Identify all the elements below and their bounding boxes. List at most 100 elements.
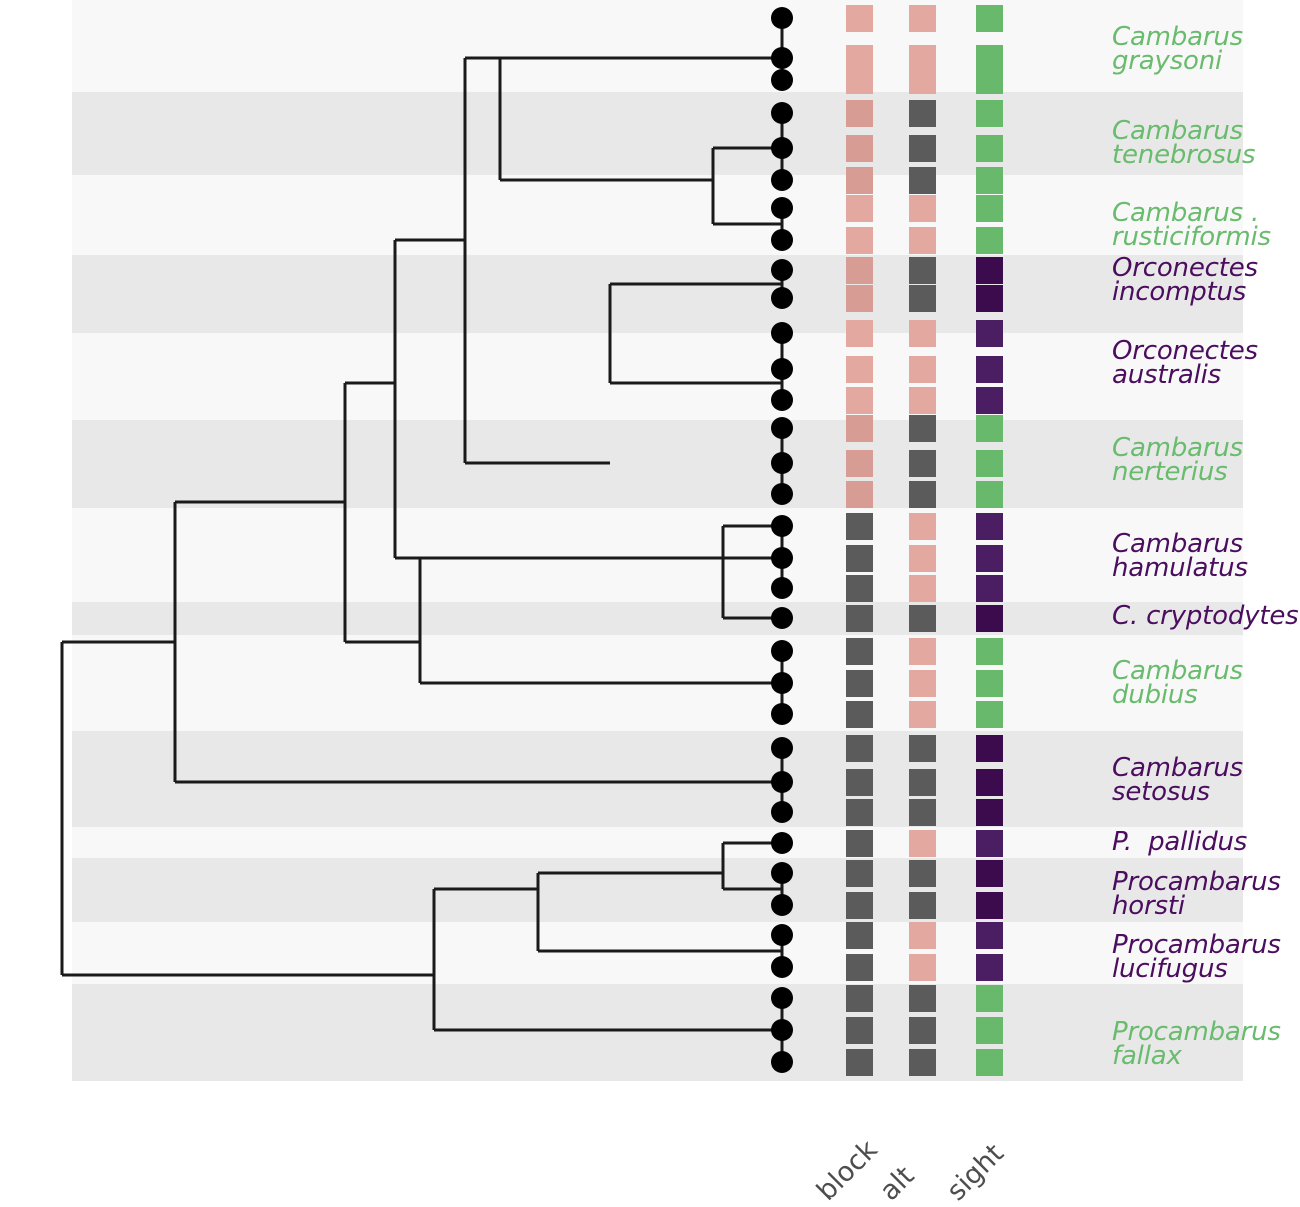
tip-node-dot <box>771 577 793 599</box>
tip-node-dot <box>771 894 793 916</box>
trait-cell <box>845 66 873 94</box>
trait-cell <box>975 984 1003 1012</box>
trait-cell <box>908 1016 936 1044</box>
row-band <box>72 602 1243 635</box>
trait-cell <box>908 480 936 508</box>
trait-cell <box>845 512 873 540</box>
tip-node-dot <box>771 259 793 281</box>
tip-node-dot <box>771 737 793 759</box>
trait-cell <box>975 414 1003 442</box>
trait-cell <box>975 953 1003 981</box>
trait-cell <box>908 134 936 162</box>
trait-cell <box>975 768 1003 796</box>
trait-cell <box>975 829 1003 857</box>
row-band <box>72 858 1243 922</box>
trait-cell <box>975 859 1003 887</box>
trait-cell <box>975 921 1003 949</box>
trait-cell <box>845 637 873 665</box>
trait-cell <box>908 700 936 728</box>
column-header-block: block <box>811 1134 884 1207</box>
tip-node-dot <box>771 389 793 411</box>
row-band <box>72 731 1243 827</box>
trait-cell <box>908 99 936 127</box>
row-band <box>72 92 1243 175</box>
trait-cell <box>845 284 873 312</box>
tip-node-dot <box>771 862 793 884</box>
tip-node-dot <box>771 924 793 946</box>
trait-cell <box>845 953 873 981</box>
trait-cell <box>845 1016 873 1044</box>
trait-cell <box>908 414 936 442</box>
trait-cell <box>975 637 1003 665</box>
tip-node-dot <box>771 229 793 251</box>
row-band <box>72 333 1243 420</box>
trait-cell <box>845 798 873 826</box>
trait-cell <box>975 166 1003 194</box>
tip-node-dot <box>771 801 793 823</box>
trait-cell <box>845 355 873 383</box>
trait-cell <box>908 669 936 697</box>
trait-cell <box>908 1048 936 1076</box>
tip-node-dot <box>771 607 793 629</box>
trait-cell <box>975 449 1003 477</box>
tip-label: C. cryptodytes <box>1112 601 1299 631</box>
tip-node-dot <box>771 69 793 91</box>
trait-cell <box>845 99 873 127</box>
tip-label: Cambarus dubius <box>1112 656 1243 710</box>
trait-cell <box>845 319 873 347</box>
tip-label: Cambarus hamulatus <box>1112 529 1248 583</box>
trait-cell <box>845 734 873 762</box>
trait-cell <box>975 99 1003 127</box>
trait-cell <box>845 194 873 222</box>
trait-cell <box>908 604 936 632</box>
trait-cell <box>975 355 1003 383</box>
trait-cell <box>845 134 873 162</box>
tip-node-dot <box>771 322 793 344</box>
tip-node-dot <box>771 47 793 69</box>
tip-label: Cambarus nerterius <box>1112 433 1243 487</box>
tip-label: Orconectes incomptus <box>1112 253 1258 307</box>
trait-cell <box>975 734 1003 762</box>
trait-cell <box>845 544 873 572</box>
trait-cell <box>908 4 936 32</box>
tip-label: Procambarus horsti <box>1112 867 1281 921</box>
trait-cell <box>845 829 873 857</box>
tip-node-dot <box>771 547 793 569</box>
trait-cell <box>845 669 873 697</box>
tip-node-dot <box>771 358 793 380</box>
tip-node-dot <box>771 452 793 474</box>
trait-cell <box>845 768 873 796</box>
tip-node-dot <box>771 197 793 219</box>
trait-cell <box>845 449 873 477</box>
tip-node-dot <box>771 1051 793 1073</box>
trait-cell <box>845 574 873 602</box>
trait-cell <box>845 891 873 919</box>
trait-cell <box>975 284 1003 312</box>
trait-cell <box>975 604 1003 632</box>
trait-cell <box>975 66 1003 94</box>
trait-cell <box>845 921 873 949</box>
trait-cell <box>975 798 1003 826</box>
trait-cell <box>908 449 936 477</box>
row-band <box>72 255 1243 333</box>
tip-node-dot <box>771 515 793 537</box>
trait-cell <box>908 829 936 857</box>
row-band <box>72 420 1243 508</box>
trait-cell <box>845 1048 873 1076</box>
trait-cell <box>908 284 936 312</box>
trait-cell <box>908 637 936 665</box>
trait-cell <box>908 66 936 94</box>
trait-cell <box>975 512 1003 540</box>
trait-cell <box>845 984 873 1012</box>
trait-cell <box>845 480 873 508</box>
trait-cell <box>975 544 1003 572</box>
tip-node-dot <box>771 1019 793 1041</box>
trait-cell <box>908 734 936 762</box>
tip-node-dot <box>771 287 793 309</box>
tip-node-dot <box>771 771 793 793</box>
